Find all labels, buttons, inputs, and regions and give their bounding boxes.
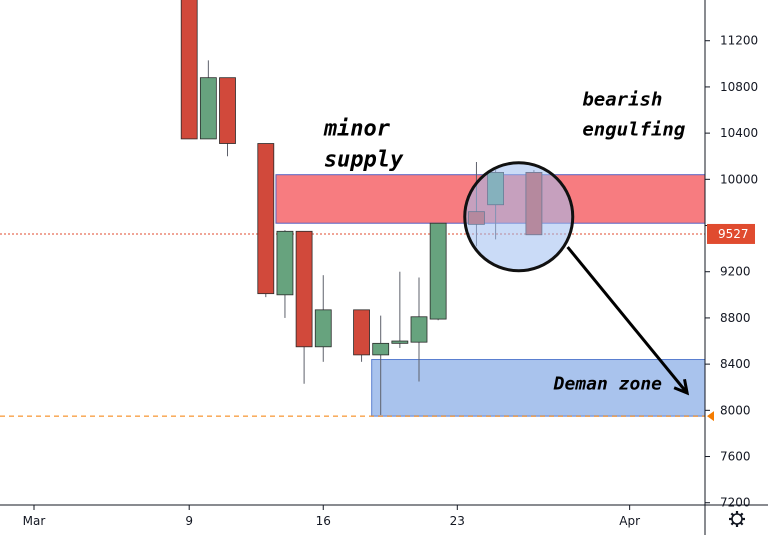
candle: [372, 315, 390, 415]
candle: [429, 222, 447, 321]
candle-body-up: [276, 230, 294, 296]
current-price-tag-label: 9527: [718, 227, 749, 241]
candle: [410, 277, 428, 382]
candle-body-up: [314, 309, 332, 348]
candle: [295, 230, 313, 384]
y-tick-label: 10800: [720, 80, 758, 94]
annotation-text: bearish: [582, 88, 662, 110]
candle-body-down: [295, 230, 313, 348]
candle: [199, 60, 217, 140]
y-tick-label: 8800: [720, 311, 751, 325]
x-tick-label: Apr: [619, 514, 640, 528]
current-price-tag-bg: [707, 223, 755, 244]
y-tick-label: 10400: [720, 126, 758, 140]
lines-layer: [0, 233, 705, 417]
candle: [391, 271, 409, 348]
candle-body-up: [429, 222, 447, 320]
candle-body-down: [353, 309, 370, 356]
y-tick-label: 9200: [720, 265, 751, 279]
engulfing-highlight-circle: [463, 161, 575, 273]
candle: [353, 309, 370, 362]
candle-body-up: [199, 77, 217, 140]
y-tick-label: 7200: [720, 496, 751, 510]
candle-body-up: [372, 342, 390, 356]
candle: [257, 143, 275, 298]
y-tick-label: 8000: [720, 403, 751, 417]
x-tick-label: Mar: [23, 514, 46, 528]
y-tick-label: 7600: [720, 450, 751, 464]
candle: [219, 77, 236, 157]
y-tick-label: 10000: [720, 172, 758, 186]
gear-icon[interactable]: [729, 511, 745, 527]
x-tick-label: 16: [316, 514, 331, 528]
candle-body-up: [410, 316, 428, 343]
candle-body-up: [391, 340, 409, 344]
support-axis-marker: [707, 411, 714, 422]
annotation-text: supply: [324, 148, 404, 173]
x-tick-label: 23: [450, 514, 465, 528]
arrow-shaft: [566, 246, 689, 394]
overlay-layer: minor supply bearish engulfing Deman zone: [323, 88, 690, 396]
candle: [276, 230, 294, 318]
y-tick-label: 11200: [720, 34, 758, 48]
current-price-tag: 9527: [707, 223, 755, 244]
y-tick-label: 8400: [720, 357, 751, 371]
gear-ring: [731, 513, 743, 525]
demand-zone: [371, 359, 706, 417]
candle: [180, 0, 198, 140]
candle-body-down: [257, 143, 275, 295]
annotation-text: engulfing: [582, 118, 686, 140]
arrow-head: [673, 378, 690, 396]
annotation-text: minor: [323, 116, 391, 141]
annotation-text: Deman zone: [553, 374, 663, 395]
candle-body-down: [219, 77, 236, 144]
candle-body-down: [180, 0, 198, 140]
x-tick-label: 9: [185, 514, 193, 528]
candle: [314, 275, 332, 362]
